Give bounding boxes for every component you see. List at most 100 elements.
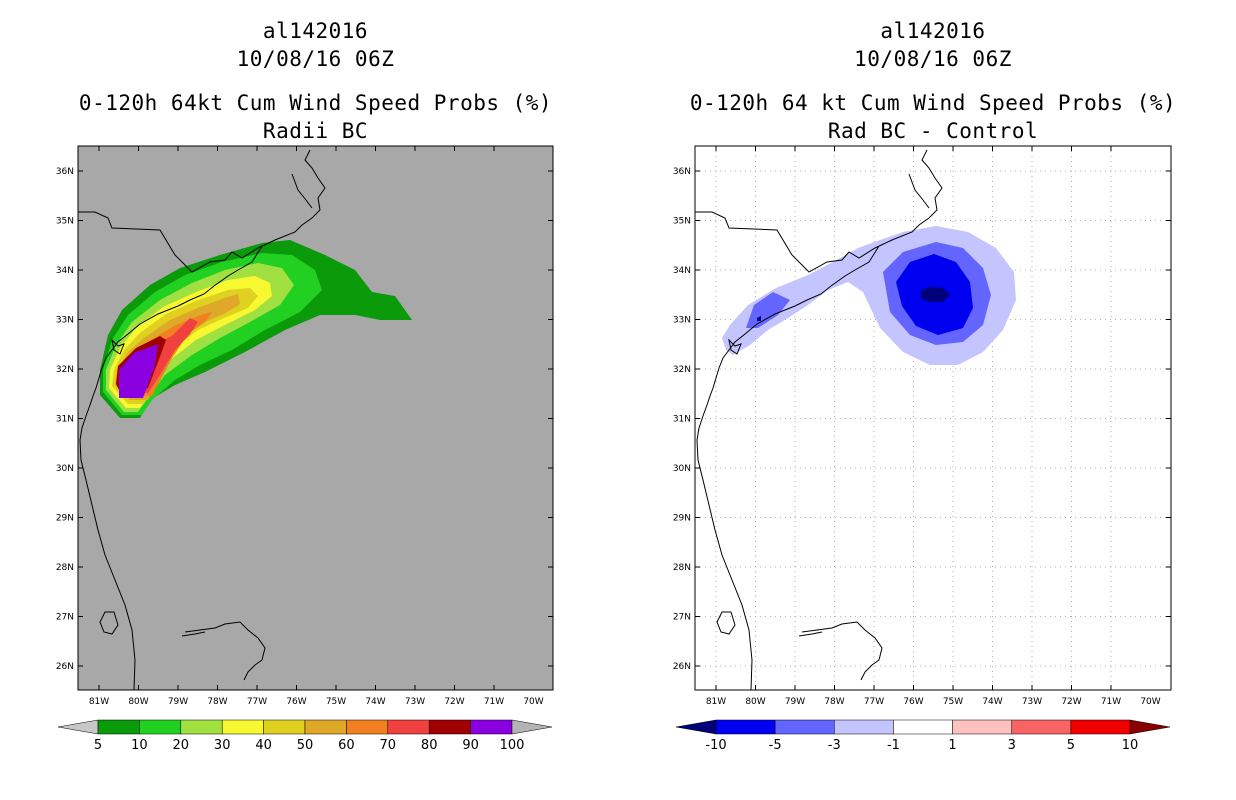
left-map-background <box>78 146 553 690</box>
right-legend-swatch-low <box>675 719 717 735</box>
lon-label: 71W <box>484 697 504 707</box>
right-title: 0-120h 64 kt Cum Wind Speed Probs (%) <box>689 91 1177 115</box>
right-legend-label: 3 <box>1008 738 1016 753</box>
left-legend-swatch <box>304 719 347 735</box>
lon-label: 72W <box>1061 697 1081 707</box>
lon-label: 71W <box>1101 697 1121 707</box>
lon-label: 73W <box>1022 697 1042 707</box>
lon-label: 81W <box>706 697 726 707</box>
lon-label: 81W <box>89 697 109 707</box>
right-legend-label: -3 <box>828 738 841 753</box>
left-legend-swatch <box>428 719 471 735</box>
lon-label: 78W <box>207 697 227 707</box>
right-legend-swatch <box>834 719 894 735</box>
left-legend-swatch <box>180 719 223 735</box>
lat-label: 34N <box>56 266 74 276</box>
left-legend-label: 40 <box>255 738 272 753</box>
right-legend-label: -1 <box>887 738 900 753</box>
right-legend-label: -5 <box>769 738 782 753</box>
left-legend-label: 30 <box>214 738 231 753</box>
lon-label: 77W <box>864 697 884 707</box>
left-legend-label: 20 <box>173 738 190 753</box>
left-legend-swatch <box>470 719 513 735</box>
right-legend-label: 5 <box>1067 738 1075 753</box>
left-legend-label: 80 <box>421 738 438 753</box>
lon-label: 75W <box>326 697 346 707</box>
prob-contour-100 <box>119 344 158 398</box>
lat-label: 32N <box>56 365 74 375</box>
lon-label: 70W <box>1140 697 1160 707</box>
left-legend-swatch <box>387 719 430 735</box>
coastline <box>78 149 326 690</box>
lon-label: 73W <box>405 697 425 707</box>
right-map: 36N 35N 34N 33N 32N 31N 30N 29N 28N 27N 26N 81W 80W 7… <box>673 145 1172 753</box>
left-legend-swatch <box>221 719 264 735</box>
lat-label: 33N <box>673 316 691 326</box>
right-datetime: 10/08/16 06Z <box>854 47 1012 71</box>
lat-label: 27N <box>673 613 691 623</box>
lon-label: 70W <box>523 697 543 707</box>
lon-label: 79W <box>168 697 188 707</box>
lon-label: 78W <box>824 697 844 707</box>
lon-label: 80W <box>745 697 765 707</box>
left-legend-label: 50 <box>297 738 314 753</box>
lat-label: 33N <box>56 316 74 326</box>
left-legend-label: 90 <box>462 738 479 753</box>
lat-label: 32N <box>673 365 691 375</box>
lat-label: 27N <box>56 613 74 623</box>
left-title: 0-120h 64kt Cum Wind Speed Probs (%) <box>78 91 553 115</box>
left-legend-swatch <box>97 719 140 735</box>
right-legend-swatch-high <box>1129 719 1171 735</box>
left-legend-swatch-high <box>511 719 553 735</box>
right-legend-swatch <box>774 719 835 735</box>
lat-label: 26N <box>56 662 74 672</box>
right-legend-swatch <box>715 719 776 735</box>
lon-label: 80W <box>128 697 148 707</box>
lat-label: 31N <box>673 415 691 425</box>
lat-label: 28N <box>56 563 74 573</box>
right-legend-swatch <box>1011 719 1072 735</box>
right-subtitle: Rad BC - Control <box>827 119 1039 143</box>
lon-label: 75W <box>943 697 963 707</box>
lat-label: 26N <box>673 662 691 672</box>
lon-label: 74W <box>982 697 1002 707</box>
right-legend-label: -10 <box>705 738 726 753</box>
lat-label: 35N <box>673 217 691 227</box>
left-legend-swatch <box>263 719 306 735</box>
right-legend-label: 1 <box>948 738 956 753</box>
lat-label: 36N <box>56 167 74 177</box>
left-map: 36N 35N 34N 33N 32N 31N 30N 29N 28N 27N 26N 81W 80W 7… <box>56 145 554 753</box>
lat-label: 34N <box>673 266 691 276</box>
right-legend-swatch <box>1070 719 1131 735</box>
diff-contour-small <box>757 316 761 321</box>
lat-label: 31N <box>56 415 74 425</box>
right-legend-label: 10 <box>1122 738 1139 753</box>
left-subtitle: Radii BC <box>262 119 369 143</box>
lat-label: 36N <box>673 167 691 177</box>
left-storm-id: al142016 <box>262 19 369 43</box>
left-legend-swatch <box>346 719 389 735</box>
lat-label: 28N <box>673 563 691 573</box>
lat-label: 29N <box>56 514 74 524</box>
lon-label: 79W <box>785 697 805 707</box>
left-legend-swatch <box>139 719 182 735</box>
left-legend-label: 5 <box>94 738 102 753</box>
right-storm-id: al142016 <box>880 19 986 43</box>
lon-label: 72W <box>444 697 464 707</box>
lon-label: 74W <box>365 697 385 707</box>
left-datetime: 10/08/16 06Z <box>236 47 395 71</box>
left-legend-swatch-low <box>57 719 99 735</box>
lat-label: 29N <box>673 514 691 524</box>
left-legend-label: 10 <box>131 738 148 753</box>
lat-label: 35N <box>56 217 74 227</box>
lat-label: 30N <box>673 464 691 474</box>
coastline <box>695 149 943 690</box>
right-legend-swatch <box>952 719 1012 735</box>
lon-label: 76W <box>286 697 306 707</box>
lat-label: 30N <box>56 464 74 474</box>
left-legend-label: 70 <box>380 738 397 753</box>
lon-label: 77W <box>247 697 267 707</box>
left-legend-label: 100 <box>500 738 525 753</box>
lon-label: 76W <box>903 697 923 707</box>
diff-contour-minus10 <box>921 287 950 302</box>
